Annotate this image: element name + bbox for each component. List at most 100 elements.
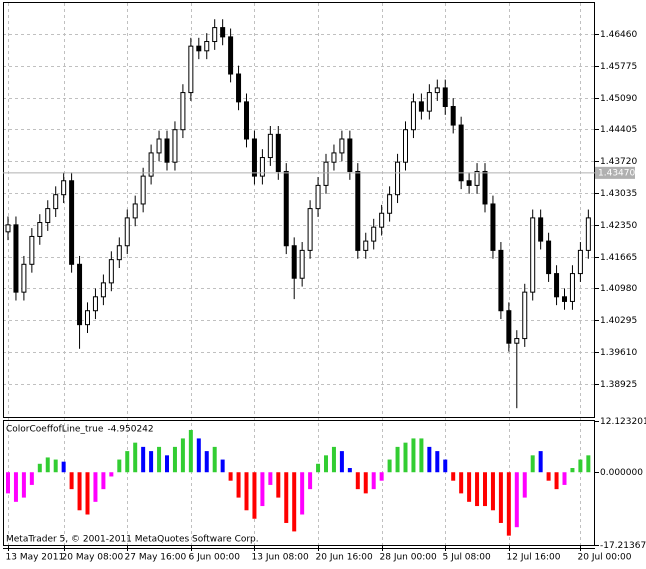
histogram-bar [387,459,392,473]
x-tick-label: 27 May 16:00 [125,553,187,563]
histogram-bar [45,457,50,473]
candle-body [387,194,393,214]
histogram-bar [172,446,177,473]
x-tick-label: 20 Jun 16:00 [316,553,373,563]
current-price-box [595,166,635,179]
histogram-bar [85,472,90,515]
candle-body [212,27,218,43]
candle-body [228,36,234,75]
y-tick-label: 1.43035 [600,189,637,199]
y-tick-label: 1.38925 [600,380,637,390]
candle-body [514,338,520,344]
y-tick-label: 1.39610 [600,348,637,358]
candle-body [546,240,552,275]
candle-body [434,87,440,94]
candle-body [29,235,35,265]
candle-body [339,138,345,154]
histogram-bar [268,472,273,485]
histogram-bar [220,459,225,473]
y-tick-label: 1.40295 [600,316,637,326]
candle-body [371,226,377,242]
histogram-bar [53,459,58,473]
histogram-bar [125,451,130,473]
marks: 1.46460 1.45775 1.45090 1.44405 1.43720 1.430… [3,19,646,563]
y-tick-label: 0.000000 [600,468,643,478]
candle-body [458,124,464,182]
histogram-bar [522,472,527,498]
candle-body [522,291,528,340]
candle-body [204,41,210,52]
histogram-bar [451,472,456,481]
candle-body [13,224,19,293]
x-tick-label: 6 Jun 00:00 [189,553,241,563]
copyright: MetaTrader 5, © 2001-2011 MetaQuotes Sof… [6,535,259,545]
histogram-bar [292,472,297,532]
candle-body [530,217,536,293]
candle-body [331,152,337,163]
candle-body [69,180,75,265]
candle-body [116,245,122,261]
histogram-bar [419,438,424,473]
candle-body [585,217,591,251]
candle-body [140,175,146,205]
candle-body [490,203,496,251]
histogram-bar [562,472,567,485]
candle-body [466,180,472,186]
candle-body [442,87,448,107]
candle-body [92,296,98,312]
candle-body [450,106,456,126]
histogram-bar [490,472,495,511]
histogram-bar [554,472,559,490]
histogram-bar [196,438,201,473]
histogram-bar [13,472,18,502]
histogram-bar [117,459,122,473]
histogram-bar [165,455,169,473]
candle-body [379,212,385,228]
histogram-bar [77,472,82,511]
candle-body [188,45,194,94]
candle-body [363,240,369,251]
candle-body [77,263,83,326]
candle-body [283,170,289,247]
indicator-value: -4.950242 [107,425,153,435]
histogram-bar [236,472,241,498]
candle-body [251,138,257,177]
histogram-bar [37,463,42,473]
candle-body [108,259,114,284]
candle-body [291,245,297,279]
histogram-bar [244,472,249,511]
histogram-bar [379,472,384,481]
candle-body [355,170,361,251]
candle-body [148,152,154,177]
candle-body [569,273,575,302]
y-tick-label: 1.42350 [600,221,637,231]
histogram-bar [316,463,321,473]
histogram-bar [483,472,487,507]
candle-body [506,310,512,344]
histogram-bar [324,455,328,473]
candle-body [45,208,51,224]
y-tick-label: 1.41665 [600,253,637,263]
y-tick-label: -17.213676 [600,541,646,551]
candle-body [100,282,106,298]
histogram-bar [586,455,591,473]
histogram-bar [578,459,583,473]
x-tick-label: 12 Jul 16:00 [507,553,561,563]
indicator-name: ColorCoeffofLine_true [6,425,104,435]
candle-body [554,273,560,298]
histogram-bar [538,451,543,473]
y-tick-label: 1.44405 [600,125,637,135]
histogram-bar [29,472,34,485]
histogram-bar [141,446,146,473]
candle-body [403,129,408,163]
histogram-bar [6,472,10,494]
histogram-bar [228,472,233,481]
histogram-bar [395,446,400,473]
candle-body [124,217,130,247]
histogram-bar [180,438,185,473]
y-tick-label: 1.43720 [600,157,637,167]
candle-body [180,92,186,131]
histogram-bar [403,442,408,473]
histogram-bar [427,446,432,473]
